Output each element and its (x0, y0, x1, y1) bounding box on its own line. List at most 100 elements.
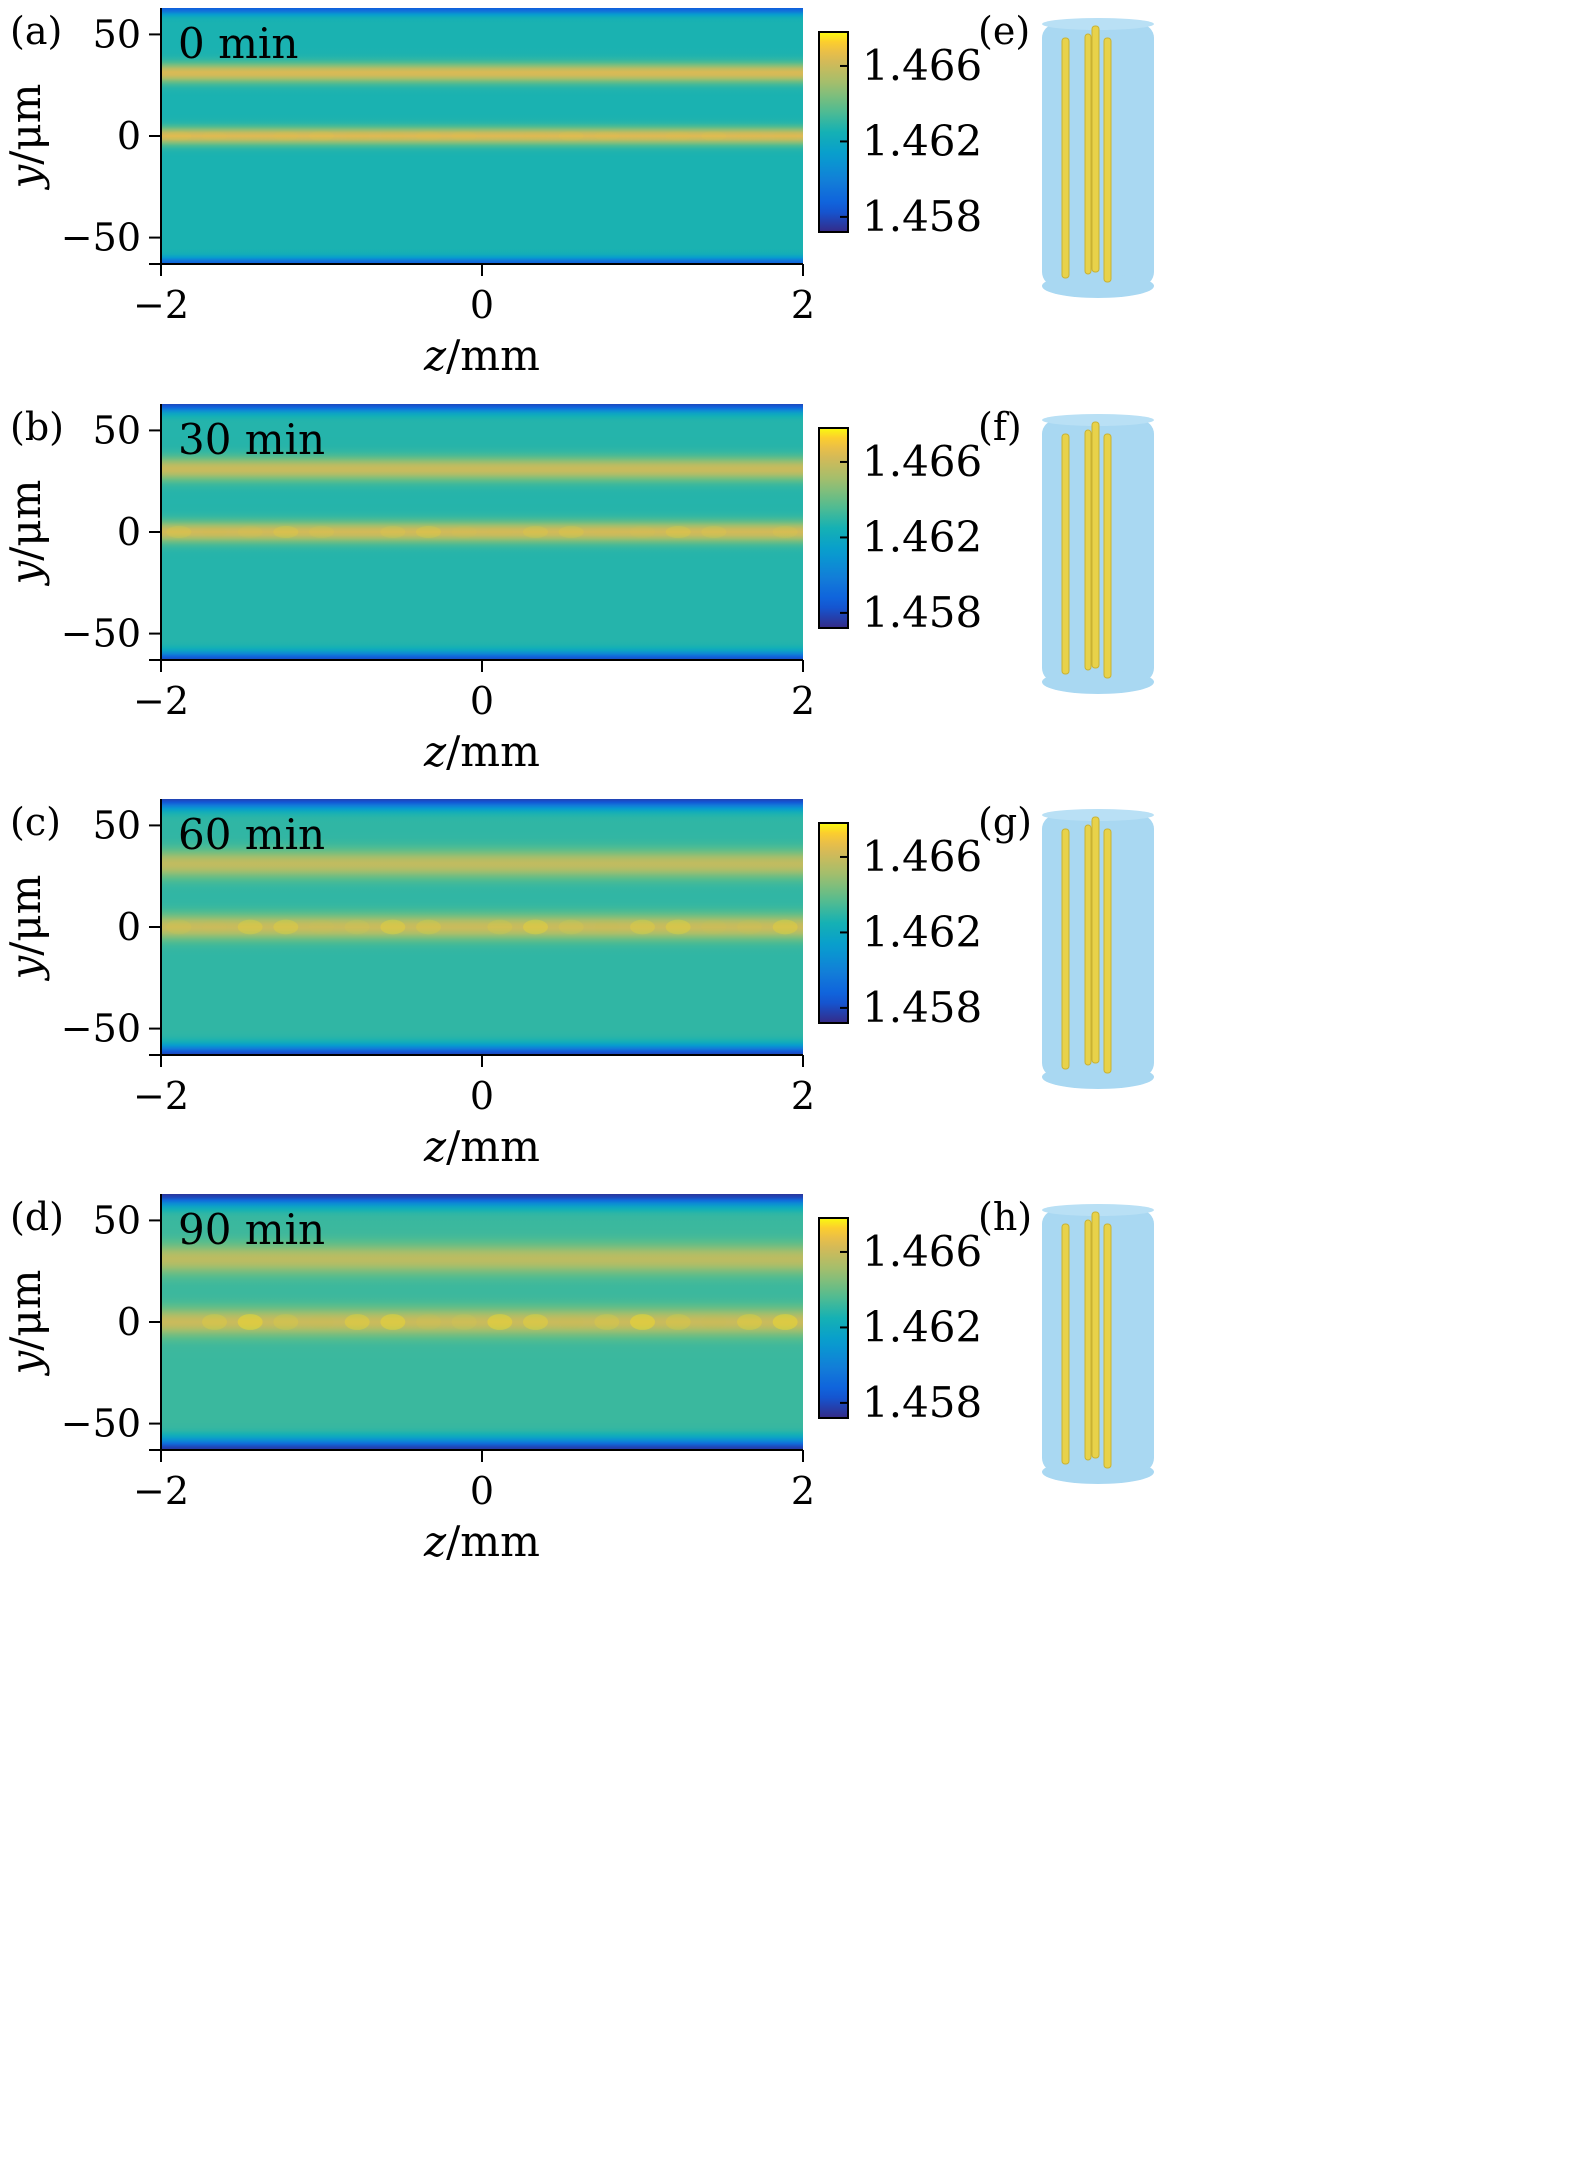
x-axis-label: z/mm (423, 727, 540, 776)
core-rods (1061, 421, 1112, 679)
core-blob (701, 525, 727, 539)
colorbar (818, 1217, 849, 1419)
time-label: 0 min (178, 19, 298, 68)
core-blob (737, 131, 762, 141)
panel-tag: (d) (10, 1195, 64, 1239)
core-rod (1061, 433, 1070, 675)
x-tick-label: 2 (791, 1074, 815, 1118)
x-tick-label: −2 (133, 1074, 189, 1118)
core-blob (487, 919, 513, 935)
y-tick-label: 0 (117, 510, 141, 554)
core-rod (1091, 421, 1100, 669)
core-blob (665, 1314, 691, 1330)
core-rod (1103, 433, 1112, 679)
y-axis-label: y/μm (1, 83, 50, 190)
core-blob (380, 1314, 406, 1330)
core-blob (380, 131, 405, 141)
fiber-top-cap (1042, 1204, 1154, 1216)
core-blob (309, 1314, 334, 1330)
core-blob (273, 919, 299, 935)
core-rod (1091, 816, 1100, 1064)
fiber-top-cap (1042, 414, 1154, 426)
core-blob (772, 1314, 798, 1330)
x-tick-label: 0 (470, 679, 494, 723)
core-blob (630, 525, 655, 539)
core-blob (309, 525, 334, 539)
render-panel-e: (e) (978, 9, 1154, 298)
core-blob (202, 131, 227, 141)
core-blob (237, 525, 263, 539)
core-rod (1061, 828, 1070, 1070)
render-panel-h: (h) (978, 1195, 1154, 1484)
core-blob (451, 525, 477, 539)
core-blob (594, 1314, 620, 1330)
core-blob (701, 131, 727, 141)
render-panel-f: (f) (978, 405, 1154, 694)
core-blob (202, 920, 227, 935)
core-blob (273, 1314, 299, 1330)
core-blob (594, 526, 619, 538)
x-tick-label: 0 (470, 283, 494, 327)
colorbar-tick-label: 1.458 (862, 192, 982, 241)
core-rod (1091, 25, 1100, 273)
core-blob (523, 525, 548, 539)
x-tick-label: 2 (791, 283, 815, 327)
y-tick-label: −50 (61, 1402, 141, 1446)
colorbar-tick-label: 1.458 (862, 1378, 982, 1427)
core-blob (558, 131, 584, 141)
colorbar (818, 822, 849, 1024)
core-blob (237, 1314, 263, 1330)
colorbar (818, 427, 849, 629)
y-tick-label: −50 (61, 612, 141, 656)
core-blob (237, 919, 263, 935)
panel-tag: (b) (10, 405, 64, 449)
x-tick-label: 0 (470, 1074, 494, 1118)
core-blob (665, 525, 691, 539)
core-blob (416, 525, 441, 539)
x-tick-label: 2 (791, 679, 815, 723)
x-tick-label: 0 (470, 1469, 494, 1513)
colorbar-tick-label: 1.462 (862, 116, 982, 165)
core-blob (344, 1314, 370, 1330)
core-blob (772, 919, 798, 935)
colorbar-tick-label: 1.466 (862, 437, 982, 486)
core-blob (309, 131, 334, 141)
core-blob (665, 131, 691, 141)
core-blob (701, 919, 727, 935)
core-blob (416, 919, 441, 935)
chart-panel-d: 50 0 −50 −2 0 2 z/mm y/μm (d) 90 min 1.466 1.462 1.4… (1, 1194, 982, 1566)
core-blob (202, 526, 227, 538)
core-rods (1061, 25, 1112, 283)
y-axis-label: y/μm (1, 479, 50, 586)
core-rod (1103, 37, 1112, 283)
chart-panel-b: 50 0 −50 −2 0 2 z/mm y/μm (b) 30 min 1.466 1.462 1.4… (1, 404, 982, 776)
x-tick-label: −2 (133, 283, 189, 327)
fiber-bottom-cap (1042, 274, 1154, 298)
core-rod (1084, 824, 1092, 1066)
y-tick-label: 50 (93, 408, 141, 452)
y-axis-label: y/μm (1, 874, 50, 981)
core-blob (416, 131, 441, 141)
core-modulation (166, 131, 762, 141)
core-blob (273, 131, 299, 141)
core-modulation (166, 919, 798, 935)
core-blob (737, 919, 762, 935)
core-blob (630, 919, 655, 935)
core-rod (1103, 1223, 1112, 1469)
core-blob (487, 526, 512, 538)
core-blob (309, 920, 334, 935)
fiber-bottom-cap (1042, 1460, 1154, 1484)
core-blob (380, 919, 406, 935)
core-rods (1061, 816, 1112, 1074)
core-blob (594, 131, 619, 141)
heatmap-field (161, 404, 803, 660)
core-modulation (202, 1314, 798, 1330)
colorbar-tick-label: 1.458 (862, 983, 982, 1032)
core-blob (380, 525, 406, 539)
colorbar-tick-label: 1.458 (862, 588, 982, 637)
core-blob (558, 919, 584, 935)
y-tick-label: 0 (117, 1300, 141, 1344)
panel-tag: (f) (978, 405, 1022, 449)
colorbar-tick-label: 1.462 (862, 1302, 982, 1351)
